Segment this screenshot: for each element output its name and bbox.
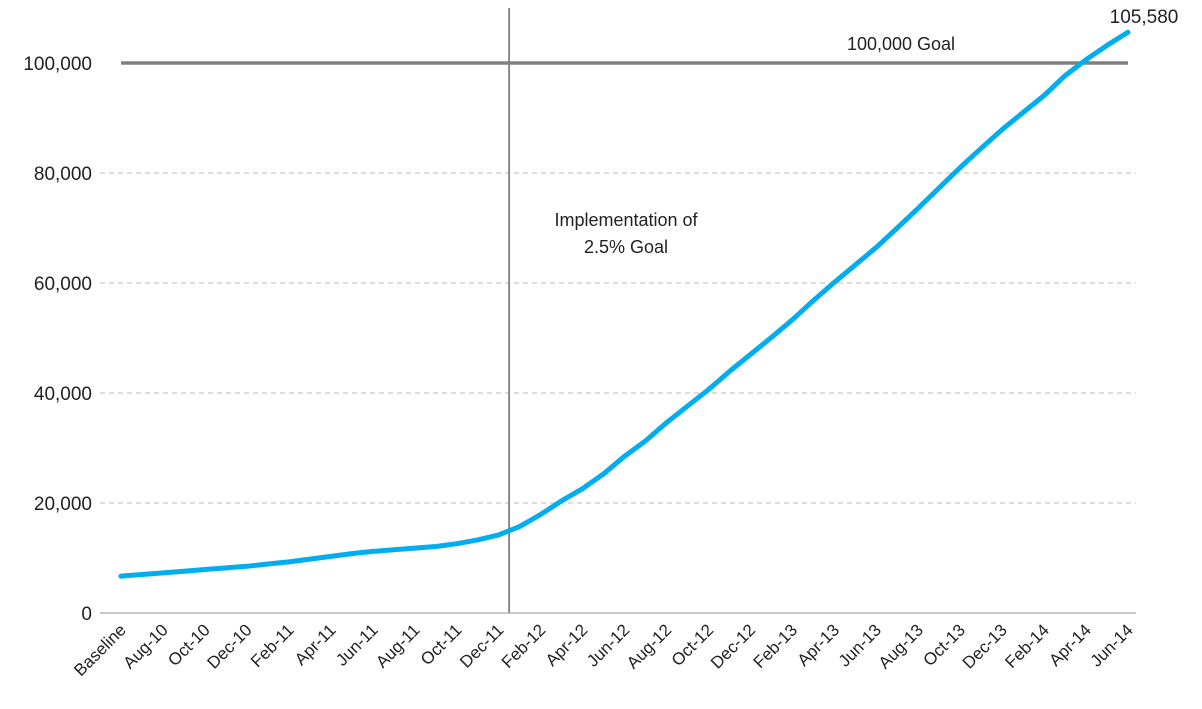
end-value-label: 105,580: [1110, 7, 1179, 28]
x-tick-label: Feb-11: [247, 620, 298, 671]
x-tick-label: Apr-14: [1045, 620, 1095, 670]
x-tick-label: Feb-12: [498, 620, 550, 672]
x-tick-label: Aug-13: [875, 620, 927, 672]
x-tick-label: Baseline: [70, 620, 130, 680]
labels: 100,000 Goal Implementation of 2.5% Goal…: [554, 7, 1178, 257]
x-tick-label: Apr-12: [542, 620, 592, 670]
y-tick-label: 80,000: [34, 164, 92, 185]
x-tick-label: Apr-11: [291, 620, 340, 669]
axes: 0 20,000 40,000 60,000 80,000 100,000 Baseline…: [23, 54, 1137, 680]
x-tick-label: Dec-13: [959, 620, 1011, 672]
x-tick-label: Oct-11: [417, 620, 466, 669]
series-line: [118, 29, 1131, 579]
x-tick-label: Aug-10: [120, 620, 172, 672]
x-tick-label: Jun-11: [332, 620, 381, 669]
x-tick-label: Aug-11: [372, 620, 423, 671]
x-tick-label: Dec-11: [456, 620, 507, 671]
x-tick-label: Aug-12: [623, 620, 675, 672]
series: [118, 29, 1131, 579]
y-tick-label: 40,000: [34, 384, 92, 405]
y-tick-label: 60,000: [34, 274, 92, 295]
implementation-label-line1: Implementation of: [554, 210, 698, 230]
x-tick-label: Apr-13: [794, 620, 844, 670]
y-tick-label: 100,000: [23, 54, 92, 75]
x-tick-label: Feb-14: [1001, 620, 1053, 672]
y-tick-label: 0: [81, 604, 92, 625]
x-tick-label: Jun-14: [1087, 620, 1137, 670]
goal-label: 100,000 Goal: [847, 34, 955, 54]
gridlines: [100, 172, 1136, 504]
implementation-label-line2: 2.5% Goal: [584, 237, 668, 257]
y-tick-label: 20,000: [34, 494, 92, 515]
reference-lines: [121, 8, 1128, 613]
x-tick-label: Dec-10: [204, 620, 256, 672]
x-tick-label: Feb-13: [750, 620, 802, 672]
x-tick-label: Dec-12: [707, 620, 759, 672]
